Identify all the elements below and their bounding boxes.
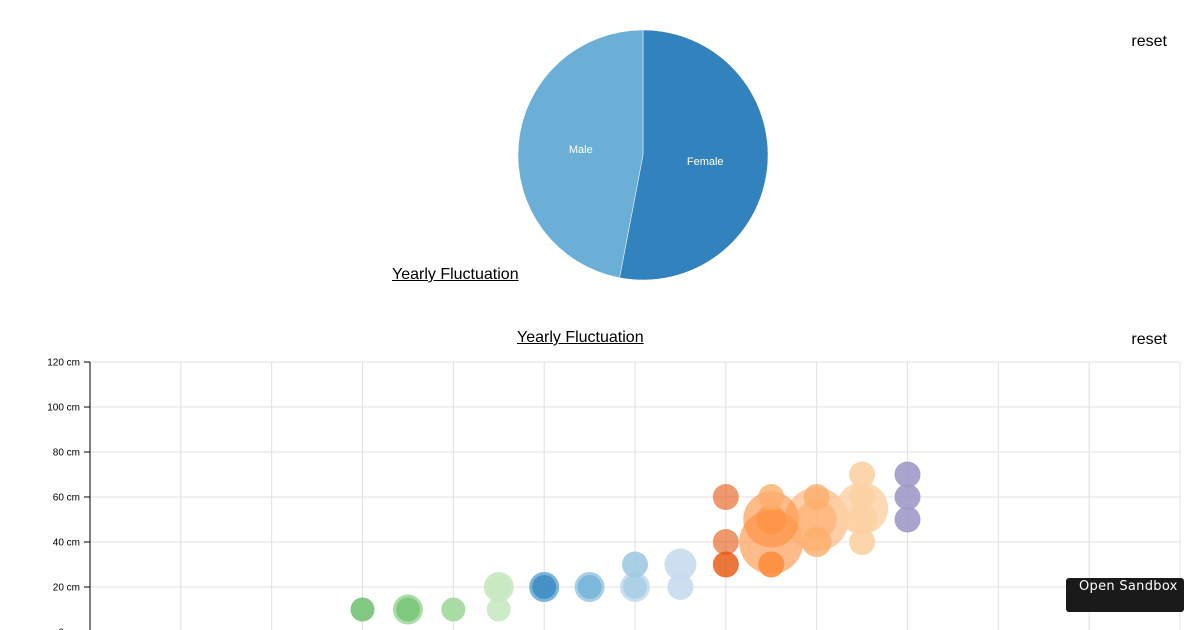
- bubble-chart-y-axis: 0 cm 20 cm 40 cm 60 cm 80 cm 100 cm 120 cm: [47, 358, 91, 630]
- gender-pie-chart[interactable]: Female Male: [517, 29, 769, 281]
- bubble-point[interactable]: [712, 484, 739, 510]
- bubble-point[interactable]: [894, 461, 921, 488]
- bubble-point[interactable]: [532, 575, 557, 599]
- y-tick-label: 40 cm: [53, 538, 80, 549]
- bubble-point[interactable]: [350, 597, 375, 622]
- bubble-point[interactable]: [712, 529, 739, 555]
- pie-slice-female[interactable]: [619, 29, 769, 281]
- bubble-title-link[interactable]: Yearly Fluctuation: [517, 329, 644, 346]
- bubble-point[interactable]: [441, 597, 466, 622]
- y-tick-label: 120 cm: [47, 358, 80, 369]
- pie-label-female: Female: [687, 156, 724, 168]
- bubble-point[interactable]: [486, 597, 511, 622]
- bubble-point[interactable]: [395, 597, 420, 622]
- y-tick-label: 20 cm: [53, 583, 80, 594]
- y-tick-label: 80 cm: [53, 448, 80, 459]
- bubble-point[interactable]: [664, 548, 697, 581]
- bubble-point[interactable]: [756, 504, 787, 535]
- bubble-point[interactable]: [796, 499, 837, 540]
- bubble-point[interactable]: [577, 575, 602, 599]
- bubble-point[interactable]: [894, 506, 921, 533]
- bubble-point[interactable]: [803, 484, 830, 510]
- bubble-point[interactable]: [849, 461, 876, 488]
- y-tick-label: 100 cm: [47, 403, 80, 414]
- y-tick-label: 0 cm: [58, 628, 80, 630]
- open-sandbox-button[interactable]: Open Sandbox: [1066, 578, 1184, 612]
- pie-label-male: Male: [569, 144, 593, 156]
- bubble-point[interactable]: [801, 527, 832, 557]
- bubble-point[interactable]: [622, 551, 648, 578]
- bubble-point[interactable]: [667, 574, 694, 600]
- bubble-point[interactable]: [849, 484, 876, 510]
- bubble-point[interactable]: [712, 551, 739, 578]
- bubble-point[interactable]: [758, 484, 785, 510]
- pie-title-link[interactable]: Yearly Fluctuation: [392, 266, 519, 283]
- y-tick-label: 60 cm: [53, 493, 80, 504]
- pie-slice-male[interactable]: [517, 29, 644, 279]
- bubble-point[interactable]: [758, 551, 785, 578]
- bubble-chart[interactable]: 0 cm 20 cm 40 cm 60 cm 80 cm 100 cm 120 cm: [47, 358, 1181, 630]
- bubble-point[interactable]: [847, 504, 878, 535]
- bubble-point[interactable]: [894, 484, 921, 510]
- bubble-chart-points[interactable]: [350, 461, 921, 625]
- bubble-point[interactable]: [623, 575, 647, 599]
- bubble-reset-link[interactable]: reset: [1131, 331, 1167, 348]
- bubble-point[interactable]: [849, 529, 876, 555]
- bubble-point[interactable]: [486, 575, 511, 599]
- pie-reset-link[interactable]: reset: [1131, 33, 1167, 50]
